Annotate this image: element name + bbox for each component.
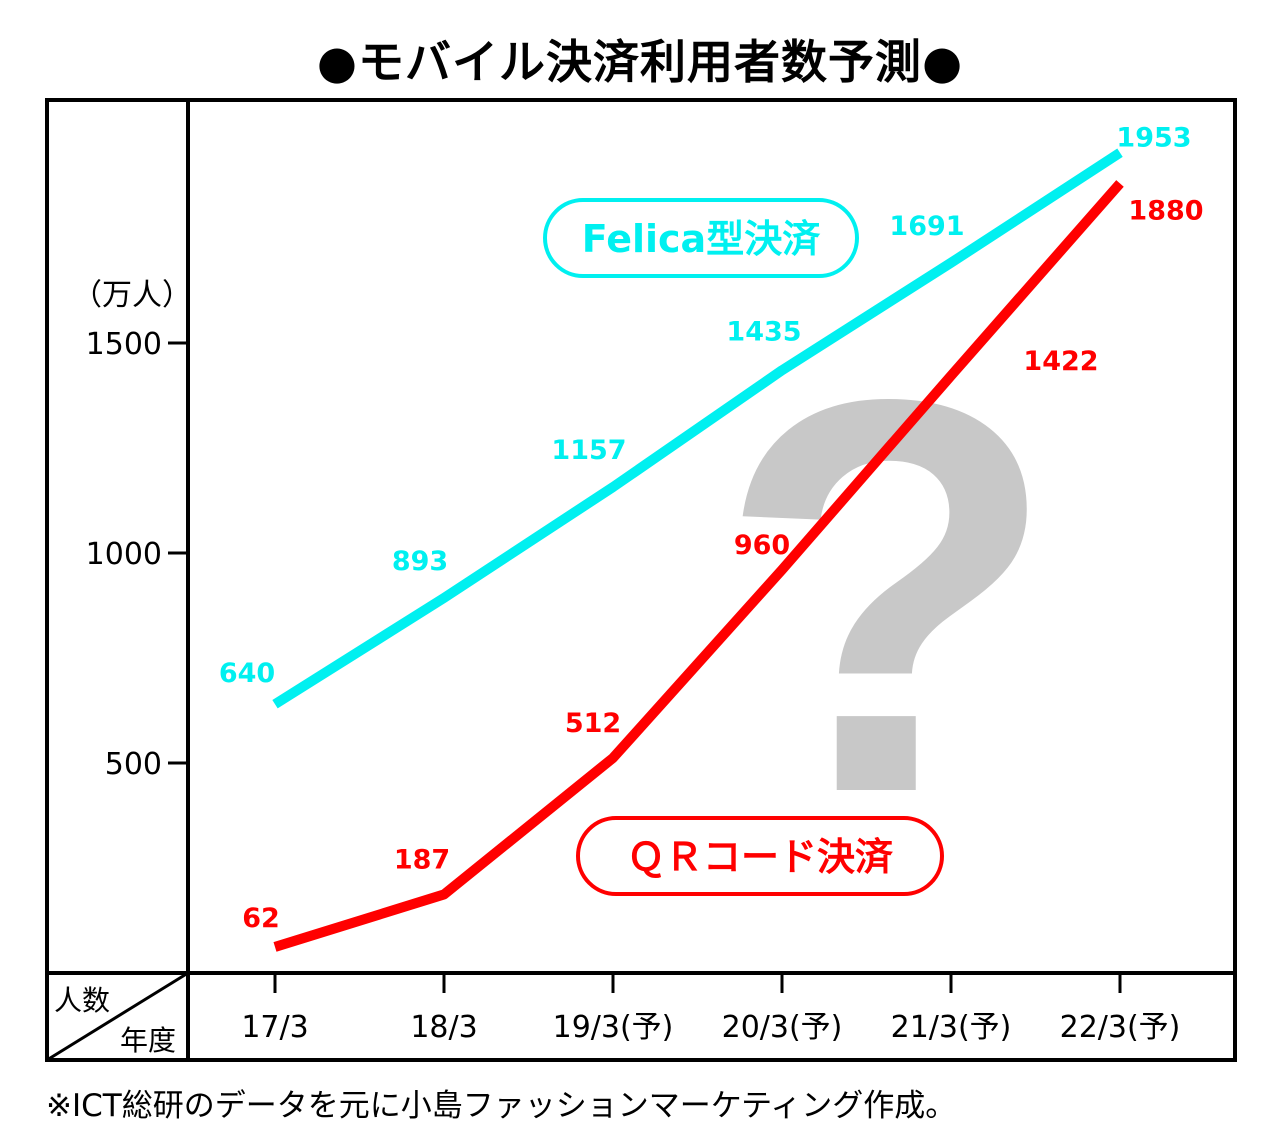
legend-felica: Felica型決済: [543, 198, 859, 278]
source-note: ※ICT総研のデータを元に小島ファッションマーケティング作成。: [46, 1088, 957, 1124]
data-label-qr: 1422: [1023, 346, 1098, 377]
chart-frame: [45, 98, 1237, 1062]
data-label-qr: 512: [565, 708, 621, 739]
data-label-felica: 893: [392, 546, 448, 577]
corner-diagonal: [46, 971, 189, 1062]
data-label-felica: 1953: [1116, 123, 1191, 154]
data-label-felica: 640: [219, 658, 275, 689]
x-tick-label: 19/3(予): [553, 1010, 674, 1045]
series-lines: [272, 148, 1124, 952]
data-label-felica: 1691: [889, 211, 964, 242]
legend-qr-box: [576, 816, 944, 896]
y-tick-label: 1000: [86, 537, 162, 572]
data-label-qr: 960: [734, 530, 790, 561]
chart-title: ●モバイル決済利用者数予測●: [316, 35, 964, 89]
data-label-qr: 1880: [1128, 195, 1203, 226]
legend-qr-label: ＱＲコード決済: [627, 835, 894, 879]
x-tick-label: 21/3(予): [891, 1010, 1012, 1045]
x-tick-label: 18/3: [410, 1010, 477, 1045]
data-label-felica: 1435: [726, 316, 801, 347]
corner-label-year: 年度: [120, 1024, 176, 1057]
y-axis-unit-label: （万人）: [72, 278, 192, 313]
corner-label-count: 人数: [54, 984, 110, 1017]
data-label-qr: 187: [394, 844, 450, 875]
value-labels: 640 893 1157 1435 1691 1953 62 187 512 960 1422 188…: [219, 123, 1204, 934]
y-tick-label: 500: [105, 747, 162, 782]
y-ticks: 500 1000 1500: [86, 327, 188, 782]
data-label-qr: 62: [242, 903, 280, 934]
x-tick-label: 22/3(予): [1060, 1010, 1181, 1045]
question-mark-decoration: ?: [717, 283, 1059, 909]
series-line-felica: [272, 148, 1123, 709]
x-ticks: 17/3 18/3 19/3(予) 20/3(予) 21/3(予) 22/3(予): [241, 973, 1180, 1045]
series-line-qr: [273, 180, 1124, 952]
legend-qr: ＱＲコード決済: [576, 816, 944, 896]
data-label-felica: 1157: [551, 435, 626, 466]
legend-felica-box: [543, 198, 859, 278]
y-tick-label: 1500: [86, 327, 162, 362]
legend-felica-label: Felica型決済: [582, 217, 821, 261]
x-tick-label: 20/3(予): [722, 1010, 843, 1045]
x-tick-label: 17/3: [241, 1010, 308, 1045]
